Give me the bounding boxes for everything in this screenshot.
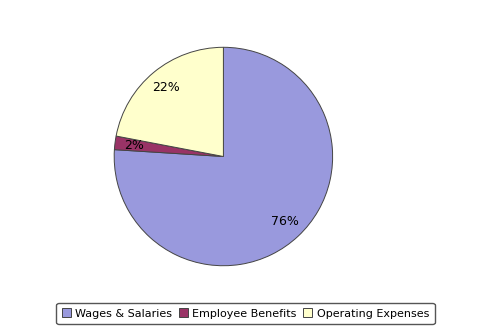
Text: 22%: 22% (152, 81, 180, 94)
Wedge shape (114, 47, 332, 266)
Legend: Wages & Salaries, Employee Benefits, Operating Expenses: Wages & Salaries, Employee Benefits, Ope… (56, 303, 435, 324)
Wedge shape (116, 47, 223, 157)
Text: 2%: 2% (125, 139, 144, 152)
Text: 76%: 76% (271, 215, 299, 228)
Wedge shape (114, 136, 223, 157)
